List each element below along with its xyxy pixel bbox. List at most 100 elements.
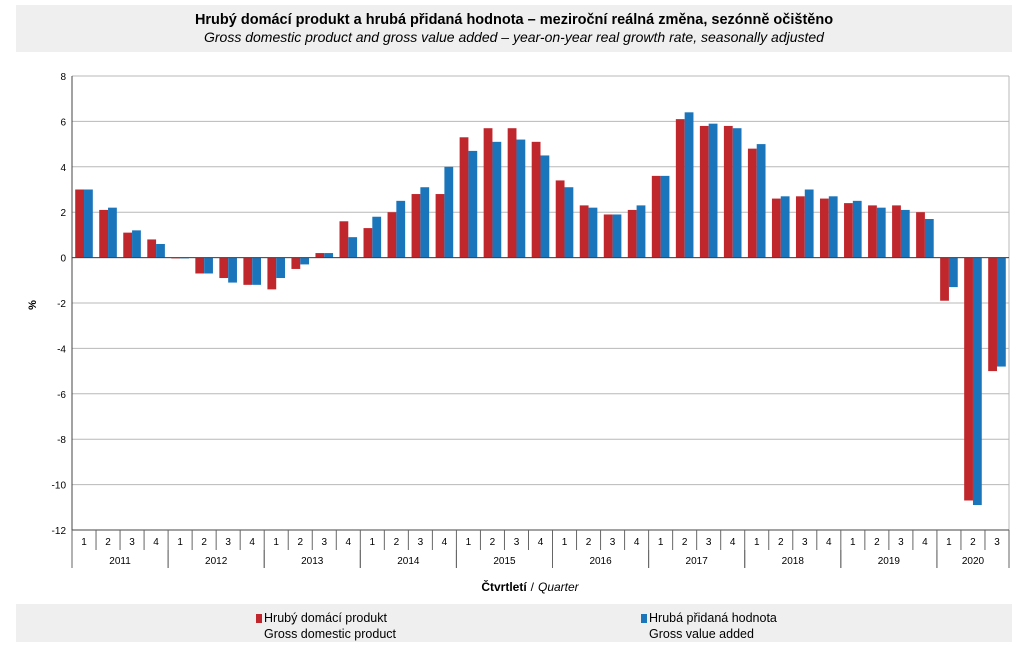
x-tick-label-quarter: 2 <box>682 537 688 548</box>
bar-gva <box>660 175 670 258</box>
y-axis-label: % <box>27 300 39 310</box>
bar-gdp <box>507 128 517 258</box>
axes <box>71 76 1010 568</box>
x-tick-label-quarter: 2 <box>297 537 303 548</box>
y-tick-label: -12 <box>52 526 67 537</box>
x-tick-label-quarter: 3 <box>802 537 808 548</box>
y-tick-label: -6 <box>57 390 66 401</box>
bar-gdp <box>555 180 565 258</box>
y-tick-label: 4 <box>60 163 66 174</box>
x-tick-label-year: 2017 <box>686 556 709 567</box>
bar-gva <box>540 155 550 258</box>
bar-gva <box>204 257 213 274</box>
chart-title-box: Hrubý domácí produkt a hrubá přidaná hod… <box>16 5 1012 52</box>
x-tick-label-quarter: 1 <box>658 537 664 548</box>
bars <box>75 112 1006 506</box>
bar-gva <box>684 112 694 258</box>
bar-gva <box>588 207 598 258</box>
x-tick-label-quarter: 2 <box>490 537 496 548</box>
bar-gva <box>924 219 934 258</box>
legend-item-gva: Hrubá přidaná hodnota Gross value added <box>641 610 777 642</box>
x-tick-label-quarter: 2 <box>394 537 400 548</box>
bar-gdp <box>531 141 541 258</box>
x-tick-label-quarter: 2 <box>778 537 784 548</box>
legend-label-gdp-en: Gross domestic product <box>264 627 396 641</box>
bar-gva <box>372 216 382 258</box>
x-tick-label-quarter: 3 <box>706 537 712 548</box>
axis-labels: -12 -10 -8 -6 -4 -2 0 2 4 6 8 1 2 3 4 1 2 3 4 1 2 3 4 1 2 3 4 1 2 3 4 1… <box>52 72 1001 567</box>
bar-gva <box>564 187 574 258</box>
legend-item-gdp: Hrubý domácí produkt Gross domestic prod… <box>256 610 396 642</box>
bar-gdp <box>699 125 709 258</box>
y-tick-label: 2 <box>60 208 66 219</box>
bar-gva <box>828 196 838 258</box>
bar-gdp <box>147 239 157 258</box>
bar-gva <box>516 139 526 258</box>
bar-gva <box>132 230 141 258</box>
y-tick-label: -2 <box>57 299 66 310</box>
bar-gdp <box>844 203 853 258</box>
x-tick-label-quarter: 4 <box>442 537 448 548</box>
bar-gva <box>420 187 430 258</box>
bar-gdp <box>435 194 445 258</box>
bar-gdp <box>747 148 757 258</box>
bar-gdp <box>964 257 973 501</box>
legend-swatch-gva <box>641 614 647 623</box>
bar-gva <box>300 257 310 265</box>
x-tick-label-quarter: 4 <box>538 537 544 548</box>
bar-chart: -12 -10 -8 -6 -4 -2 0 2 4 6 8 1 2 3 4 1 2 3 4 1 2 3 4 1 2 3 4 1 2 3 4 1… <box>27 72 1010 594</box>
x-tick-label-quarter: 2 <box>201 537 207 548</box>
y-tick-label: 0 <box>60 254 66 265</box>
bar-gva <box>276 257 286 279</box>
bar-gva <box>156 243 165 258</box>
bar-gdp <box>291 257 301 269</box>
bar-gva <box>84 189 93 258</box>
bar-gva <box>324 253 334 258</box>
bar-gva <box>636 205 646 258</box>
bar-gva <box>804 189 814 258</box>
bar-gva <box>348 237 358 258</box>
x-tick-label-year: 2020 <box>962 556 985 567</box>
x-tick-label-quarter: 1 <box>562 537 568 548</box>
x-tick-label-year: 2016 <box>589 556 612 567</box>
y-tick-label: 6 <box>60 117 66 128</box>
x-tick-label-quarter: 4 <box>730 537 736 548</box>
bar-gdp <box>868 205 877 258</box>
bar-gdp <box>411 194 421 258</box>
bar-gdp <box>363 228 373 258</box>
x-axis-title-cz: Čtvrtletí <box>481 579 527 594</box>
legend-label-gdp-cz: Hrubý domácí produkt <box>264 611 387 625</box>
bar-gva <box>612 214 622 258</box>
bar-gva <box>492 141 502 258</box>
legend-label-gva-cz: Hrubá přidaná hodnota <box>649 611 777 625</box>
bar-gdp <box>387 212 397 258</box>
bar-gdp <box>627 209 637 258</box>
bar-gva <box>852 200 862 258</box>
x-tick-label-quarter: 2 <box>970 537 976 548</box>
bar-gva <box>972 257 982 506</box>
bar-gdp <box>483 128 493 258</box>
x-tick-label-year: 2018 <box>782 556 805 567</box>
x-tick-label-quarter: 1 <box>273 537 279 548</box>
bar-gva <box>732 128 742 258</box>
x-tick-label-quarter: 2 <box>586 537 592 548</box>
bar-gva <box>228 257 237 283</box>
bar-gva <box>756 144 766 258</box>
legend-label-gva-en: Gross value added <box>649 627 754 641</box>
bar-gdp <box>820 198 829 258</box>
x-tick-label-quarter: 3 <box>994 537 1000 548</box>
legend-swatch-gdp <box>256 614 262 623</box>
x-tick-label-quarter: 4 <box>153 537 159 548</box>
y-tick-label: -10 <box>52 481 67 492</box>
x-tick-label-quarter: 1 <box>754 537 760 548</box>
bar-gva <box>876 207 886 258</box>
legend: Hrubý domácí produkt Gross domestic prod… <box>16 604 1012 642</box>
x-tick-label-quarter: 1 <box>81 537 87 548</box>
bar-gdp <box>579 205 589 258</box>
bar-gdp <box>99 209 109 258</box>
x-tick-label-year: 2012 <box>205 556 228 567</box>
bar-gdp <box>795 196 805 258</box>
x-tick-label-year: 2014 <box>397 556 420 567</box>
bar-gva <box>108 207 117 258</box>
bar-gdp <box>219 257 229 279</box>
